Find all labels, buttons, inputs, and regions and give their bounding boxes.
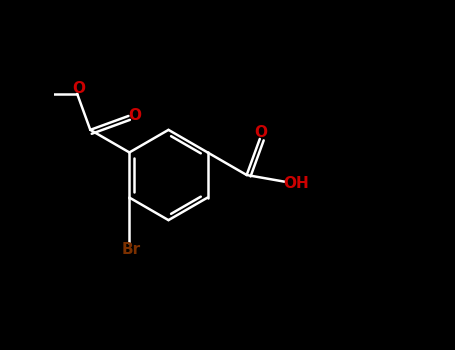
Text: O: O (254, 125, 268, 140)
Text: Br: Br (121, 242, 141, 257)
Text: O: O (128, 108, 141, 123)
Text: OH: OH (284, 176, 309, 191)
Text: O: O (72, 81, 86, 96)
